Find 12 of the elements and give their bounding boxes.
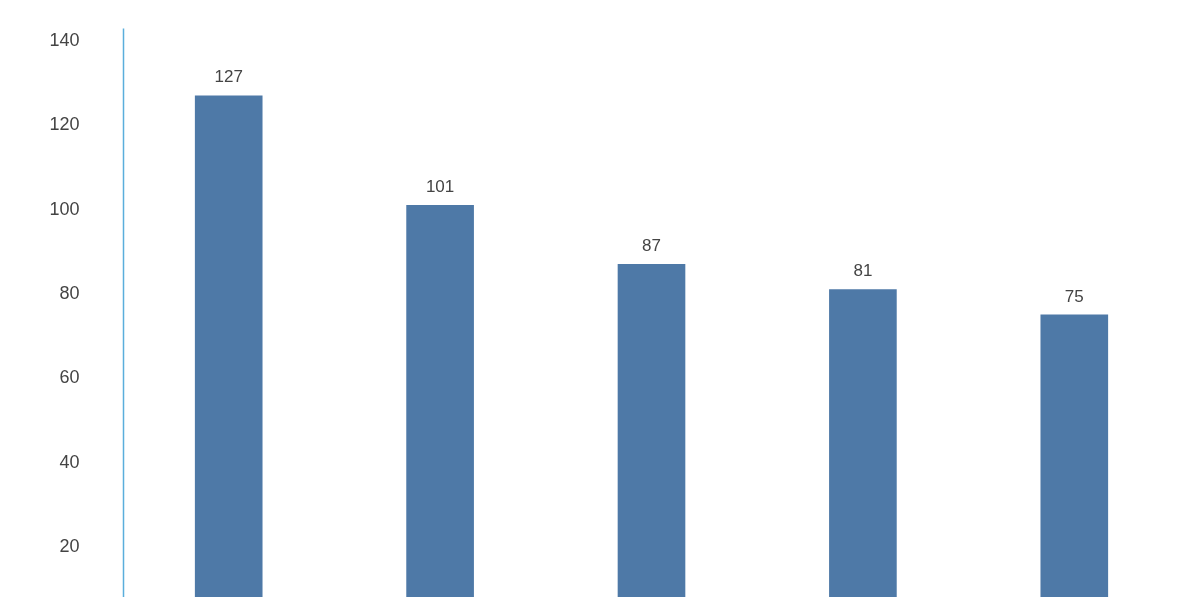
y-tick-label: 140 <box>49 30 80 51</box>
y-tick-label: 100 <box>49 198 80 219</box>
y-tick-label: 40 <box>59 451 80 472</box>
data-label: 81 <box>853 261 873 281</box>
data-label: 127 <box>214 67 243 87</box>
y-tick-label: 120 <box>49 114 80 135</box>
data-label: 87 <box>642 236 661 256</box>
y-tick-label: 80 <box>59 283 80 304</box>
y-tick-label: 60 <box>59 367 80 388</box>
data-label: 75 <box>1064 286 1084 306</box>
data-label: 101 <box>425 177 455 197</box>
y-tick-label: 20 <box>59 535 80 556</box>
